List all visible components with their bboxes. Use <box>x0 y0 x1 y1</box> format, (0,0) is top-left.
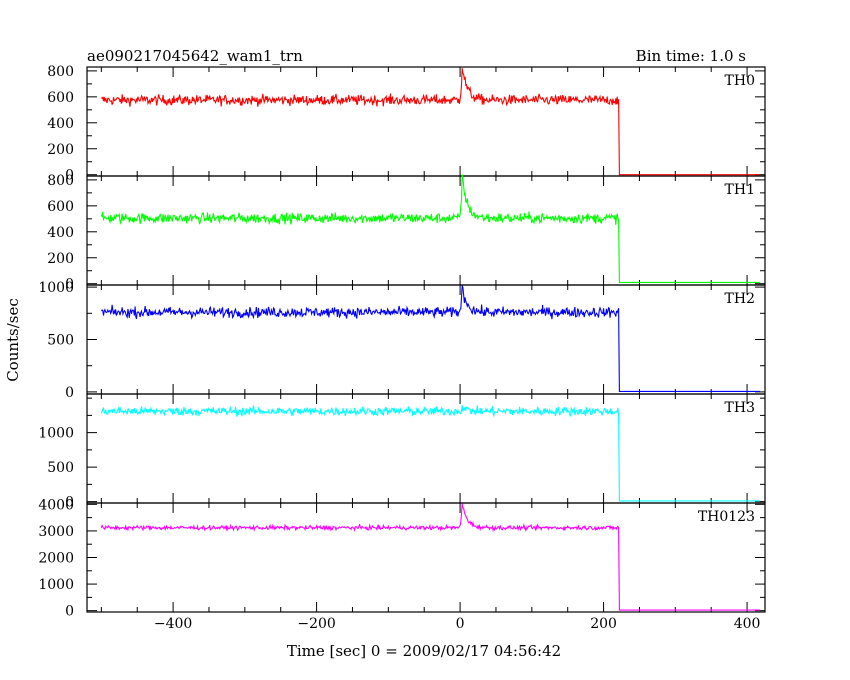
y-tick-label: 3000 <box>38 524 74 540</box>
x-tick-label: 200 <box>590 616 617 632</box>
panel-frame-th1 <box>86 175 766 286</box>
light-curve-th0 <box>100 68 760 176</box>
y-tick-label: 600 <box>47 90 74 106</box>
y-tick-label: 800 <box>47 173 74 189</box>
light-curve-th3 <box>100 405 760 502</box>
x-tick-label: 400 <box>734 616 761 632</box>
channel-label-th1: TH1 <box>725 182 755 198</box>
y-tick-label: 0 <box>65 385 74 401</box>
bin-time-label: Bin time: 1.0 s <box>636 47 746 65</box>
y-tick-label: 0 <box>65 604 74 620</box>
chart-title: ae090217045642_wam1_trn <box>87 47 303 65</box>
y-tick-label: 400 <box>47 225 74 241</box>
y-tick-label: 2000 <box>38 551 74 567</box>
y-tick-label: 500 <box>47 333 74 349</box>
channel-label-th0: TH0 <box>725 73 755 89</box>
x-axis-label: Time [sec] 0 = 2009/02/17 04:56:42 <box>287 642 561 660</box>
y-tick-label: 600 <box>47 199 74 215</box>
y-tick-label: 0 <box>65 168 74 184</box>
x-tick-label: −200 <box>297 616 335 632</box>
light-curve-th2 <box>100 285 760 392</box>
channel-label-th2: TH2 <box>725 291 755 307</box>
channel-label-th3: TH3 <box>725 400 755 416</box>
y-tick-label: 0 <box>65 277 74 293</box>
x-tick-label: −400 <box>154 616 192 632</box>
panel-frame-th2 <box>86 284 766 395</box>
panel-frame-th0 <box>86 66 766 177</box>
channel-label-th0123: TH0123 <box>698 509 755 525</box>
light-curve-th1 <box>100 174 760 283</box>
y-tick-label: 800 <box>47 64 74 80</box>
y-tick-label: 1000 <box>38 280 74 296</box>
panel-frame-th0123 <box>86 502 766 613</box>
y-tick-label: 1000 <box>38 577 74 593</box>
y-axis-label: Counts/sec <box>4 298 22 382</box>
y-tick-label: 0 <box>65 495 74 511</box>
y-tick-label: 1000 <box>38 426 74 442</box>
y-tick-label: 200 <box>47 251 74 267</box>
x-tick-label: 0 <box>456 616 465 632</box>
panels-group: 0 200 400 600 800 TH0 0 200 400 600 800 TH1 0 500 1000… <box>38 64 766 632</box>
y-tick-label: 200 <box>47 142 74 158</box>
y-tick-label: 4000 <box>38 497 74 513</box>
y-tick-label: 500 <box>47 460 74 476</box>
light-curve-th0123 <box>100 503 760 611</box>
y-tick-label: 400 <box>47 116 74 132</box>
